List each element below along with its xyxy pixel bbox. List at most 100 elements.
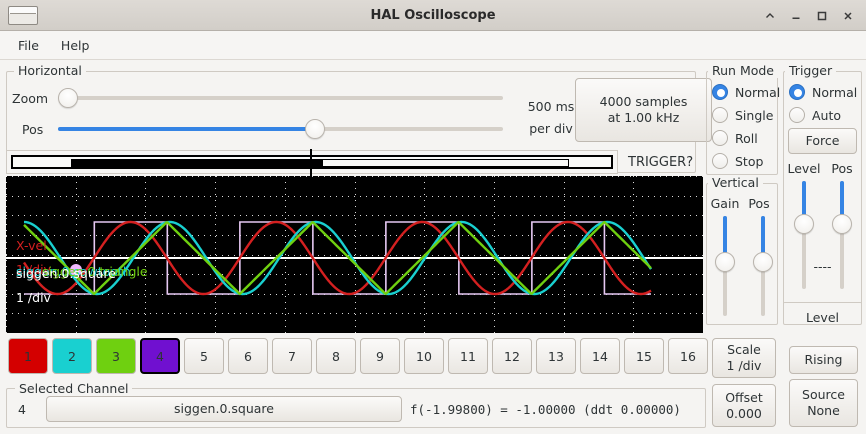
trigger-auto[interactable]: Auto (789, 107, 841, 123)
channel-button-label: 2 (68, 348, 76, 364)
position-strip-filled (71, 159, 322, 167)
run-mode-roll-label: Roll (735, 130, 758, 146)
zoom-slider-trough[interactable] (58, 96, 503, 100)
trigger-group: Trigger Normal Auto Force Level Pos Leve… (783, 63, 862, 325)
scope-canvas[interactable] (6, 176, 703, 333)
run-mode-single[interactable]: Single (712, 107, 773, 123)
channel-button-13[interactable]: 13 (536, 338, 576, 374)
radio-stop-icon[interactable] (712, 153, 728, 169)
vertical-scale-button[interactable]: Scale 1 /div (712, 338, 776, 378)
run-mode-normal-label: Normal (735, 84, 781, 100)
horizontal-pos-slider[interactable] (58, 119, 503, 139)
vertical-scale-title: Scale (727, 342, 761, 358)
selected-channel-signal-button[interactable]: siggen.0.square (46, 396, 402, 422)
channel-button-label: 10 (416, 348, 432, 364)
channel-button-5[interactable]: 5 (184, 338, 224, 374)
trigger-pos-knob[interactable] (832, 214, 852, 235)
channel-button-8[interactable]: 8 (316, 338, 356, 374)
channel-button-4[interactable]: 4 (140, 338, 180, 374)
vertical-pos-knob[interactable] (753, 252, 773, 272)
run-mode-group: Run Mode Normal Single Roll Stop (706, 63, 780, 175)
vertical-title: Vertical (708, 175, 763, 190)
channel-button-label: 6 (244, 348, 252, 364)
trigger-edge-button[interactable]: Rising (789, 346, 858, 374)
radio-normal-icon[interactable] (712, 84, 728, 100)
menu-bar: File Help (0, 31, 866, 60)
channel-button-1[interactable]: 1 (8, 338, 48, 374)
channel-button-7[interactable]: 7 (272, 338, 312, 374)
pos-label: Pos (22, 122, 44, 137)
channel-button-label: 13 (548, 348, 564, 364)
trigger-level-slider[interactable] (794, 181, 814, 289)
vertical-offset-button[interactable]: Offset 0.000 (712, 384, 776, 427)
channel-button-label: 3 (112, 348, 120, 364)
menu-file[interactable]: File (18, 37, 39, 53)
channel-button-3[interactable]: 3 (96, 338, 136, 374)
timebase-value: 500 ms (527, 99, 575, 114)
vertical-pos-slider[interactable] (753, 216, 773, 316)
minimize-button[interactable] (784, 4, 808, 28)
vertical-pos-fill (761, 216, 765, 262)
run-mode-stop[interactable]: Stop (712, 153, 763, 169)
zoom-slider[interactable] (58, 88, 503, 108)
trigger-readout-divider (783, 302, 862, 348)
trigger-source-title: Source (802, 387, 845, 403)
trigger-level-trough[interactable] (802, 181, 806, 289)
samples-rate: at 1.00 kHz (607, 110, 680, 125)
channel-value-readout: f(-1.99800) = -1.00000 (ddt 0.00000) (410, 402, 681, 417)
trigger-level-knob[interactable] (794, 214, 814, 235)
vertical-gain-slider[interactable] (715, 216, 735, 316)
trigger-pos-label: Pos (831, 161, 853, 176)
window-title: HAL Oscilloscope (370, 7, 496, 23)
vertical-group: Vertical Gain Pos (706, 175, 778, 325)
trigger-normal[interactable]: Normal (789, 84, 857, 100)
horizontal-group: Horizontal Zoom Pos 500 ms per div 4000 … (6, 63, 712, 173)
trigger-source-button[interactable]: Source None (789, 379, 858, 427)
scope-trace-label-square: siggen.0.square (16, 266, 116, 281)
run-mode-title: Run Mode (708, 63, 778, 78)
channel-button-label: 4 (156, 348, 164, 364)
horizontal-position-strip[interactable] (6, 149, 618, 177)
channel-button-16[interactable]: 16 (668, 338, 708, 374)
run-mode-normal[interactable]: Normal (712, 84, 780, 100)
horizontal-pos-fill (58, 127, 315, 131)
zoom-label: Zoom (12, 91, 49, 106)
timebase-unit: per div (529, 121, 573, 136)
vertical-gain-fill (723, 216, 727, 262)
close-button[interactable] (836, 4, 860, 28)
channel-button-15[interactable]: 15 (624, 338, 664, 374)
selected-channel-title: Selected Channel (15, 381, 133, 396)
trigger-pos-trough[interactable] (840, 181, 844, 289)
force-trigger-button[interactable]: Force (788, 128, 857, 154)
vertical-gain-knob[interactable] (715, 252, 735, 272)
trigger-position-marker[interactable] (310, 149, 312, 177)
channel-button-9[interactable]: 9 (360, 338, 400, 374)
samples-button[interactable]: 4000 samples at 1.00 kHz (575, 78, 712, 142)
channel-button-2[interactable]: 2 (52, 338, 92, 374)
zoom-slider-knob[interactable] (58, 88, 78, 108)
horizontal-pos-knob[interactable] (304, 119, 325, 139)
run-mode-roll[interactable]: Roll (712, 130, 758, 146)
radio-roll-icon[interactable] (712, 130, 728, 146)
position-strip-track[interactable] (11, 155, 613, 169)
trigger-pos-slider[interactable] (832, 181, 852, 289)
vertical-pos-label: Pos (748, 196, 770, 211)
trigger-level-readout-title: Level (806, 310, 839, 325)
window-menu-icon[interactable] (8, 6, 38, 25)
channel-button-12[interactable]: 12 (492, 338, 532, 374)
channel-button-6[interactable]: 6 (228, 338, 268, 374)
menu-help[interactable]: Help (60, 37, 90, 53)
shade-button[interactable] (758, 4, 782, 28)
radio-trigger-auto-icon[interactable] (789, 107, 805, 123)
position-strip-window[interactable] (322, 159, 569, 167)
channel-button-10[interactable]: 10 (404, 338, 444, 374)
scope-trace-scale-x-vel: 1 /div (16, 262, 51, 277)
channel-button-11[interactable]: 11 (448, 338, 488, 374)
scope-display[interactable]: X-vel 1 /div siggen.0.sawtooth siggen.0.… (6, 176, 703, 333)
title-bar: HAL Oscilloscope (0, 0, 866, 31)
channel-button-14[interactable]: 14 (580, 338, 620, 374)
radio-trigger-normal-icon[interactable] (789, 84, 805, 100)
radio-single-icon[interactable] (712, 107, 728, 123)
maximize-button[interactable] (810, 4, 834, 28)
channel-button-label: 7 (288, 348, 296, 364)
